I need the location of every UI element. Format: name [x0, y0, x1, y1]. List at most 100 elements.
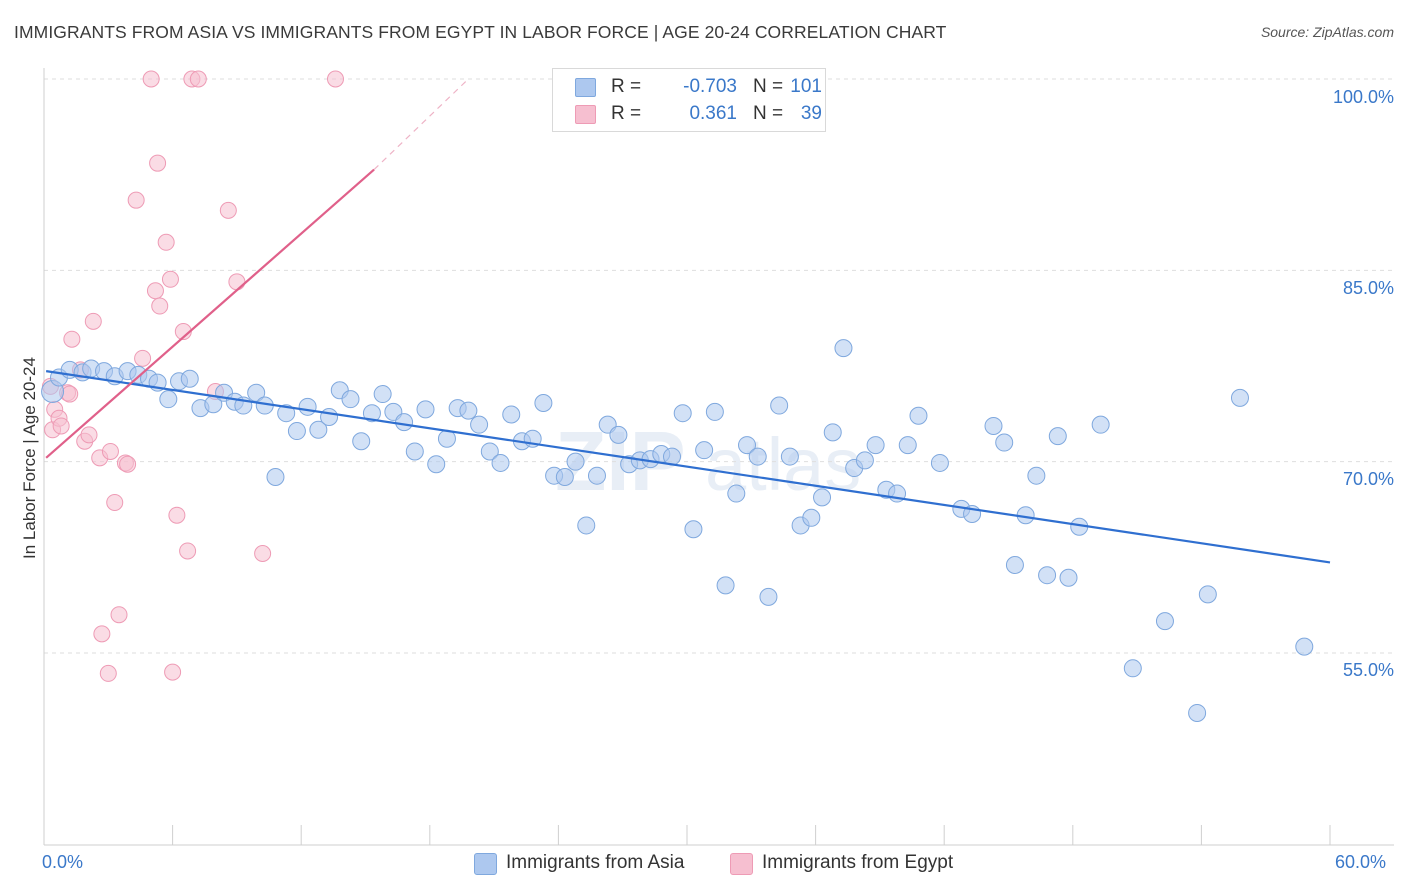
asia-point: [1005, 555, 1024, 574]
asia-point: [716, 576, 735, 595]
asia-point: [320, 408, 339, 427]
egypt-swatch: [575, 105, 596, 124]
asia-point: [180, 369, 199, 388]
asia-point: [802, 508, 821, 527]
egypt-point: [179, 542, 197, 560]
asia-point: [1038, 566, 1057, 585]
asia-point: [416, 400, 435, 419]
asia-point: [1048, 427, 1067, 446]
asia-point: [770, 396, 789, 415]
egypt-point: [161, 270, 179, 288]
asia-point: [738, 436, 757, 455]
egypt-point: [149, 154, 167, 172]
asia-point: [1059, 568, 1078, 587]
asia-point: [823, 423, 842, 442]
egypt-point: [146, 282, 164, 300]
asia-point: [995, 433, 1014, 452]
asia-n-label: N =: [753, 76, 784, 97]
egypt-n-value: 39: [800, 103, 822, 124]
egypt-legend-swatch: [730, 853, 753, 875]
egypt-point: [80, 426, 98, 444]
egypt-point: [157, 233, 175, 251]
asia-point: [502, 405, 521, 424]
egypt-point: [52, 417, 70, 435]
egypt-point: [326, 70, 344, 88]
asia-point: [587, 466, 606, 485]
asia-point: [609, 425, 628, 444]
x-tick-label-max: 60.0%: [1335, 852, 1387, 872]
asia-point: [1295, 637, 1314, 656]
asia-point: [759, 587, 778, 606]
asia-point: [748, 447, 767, 466]
asia-point: [555, 467, 574, 486]
asia-point: [695, 441, 714, 460]
egypt-point: [93, 625, 111, 643]
asia-point: [470, 415, 489, 434]
asia-trend-line: [45, 370, 1331, 564]
asia-point: [1155, 612, 1174, 631]
y-tick-label: 85.0%: [1342, 278, 1394, 298]
asia-point: [491, 453, 510, 472]
asia-legend-swatch: [474, 853, 497, 875]
asia-point: [727, 484, 746, 503]
egypt-point: [63, 330, 81, 348]
asia-point: [373, 385, 392, 404]
asia-point: [930, 453, 949, 472]
asia-point: [362, 404, 381, 423]
asia-point: [1027, 466, 1046, 485]
asia-swatch: [575, 78, 596, 97]
egypt-r-value: 0.361: [689, 103, 737, 124]
asia-point: [898, 436, 917, 455]
asia-point: [1230, 388, 1249, 407]
egypt-point: [189, 70, 207, 88]
egypt-point: [254, 545, 272, 563]
asia-point: [1091, 415, 1110, 434]
asia-n-value: 101: [790, 76, 822, 97]
asia-point: [395, 413, 414, 432]
asia-point: [866, 436, 885, 455]
asia-point: [298, 397, 317, 416]
egypt-point: [168, 506, 186, 524]
asia-point: [577, 516, 596, 535]
egypt-point: [119, 455, 137, 473]
egypt-legend-label: Immigrants from Egypt: [762, 852, 954, 873]
egypt-trend-line: [45, 168, 375, 459]
asia-r-value: -0.703: [683, 76, 737, 97]
asia-point: [277, 404, 296, 423]
asia-point: [566, 452, 585, 471]
asia-point: [309, 420, 328, 439]
egypt-point: [164, 663, 182, 681]
egypt-point: [110, 606, 128, 624]
egypt-n-label: N =: [753, 103, 784, 124]
asia-point: [1123, 659, 1142, 678]
asia-point: [909, 406, 928, 425]
asia-r-label: R =: [611, 76, 642, 97]
asia-point: [834, 339, 853, 358]
egypt-trend-extension: [373, 78, 469, 170]
asia-point: [405, 442, 424, 461]
chart-title: IMMIGRANTS FROM ASIA VS IMMIGRANTS FROM …: [14, 22, 947, 42]
egypt-point: [106, 493, 124, 511]
egypt-point: [127, 191, 145, 209]
stats-legend: R = -0.703 N = 101 R = 0.361 N = 39: [552, 68, 826, 132]
asia-point: [287, 422, 306, 441]
asia-point: [855, 451, 874, 470]
y-tick-label: 100.0%: [1332, 87, 1394, 107]
asia-point: [813, 488, 832, 507]
asia-point: [247, 383, 266, 402]
egypt-point: [151, 297, 169, 315]
asia-point: [459, 401, 478, 420]
source-credit: Source: ZipAtlas.com: [1260, 24, 1394, 40]
asia-point: [984, 416, 1003, 435]
egypt-point: [219, 201, 237, 219]
asia-point: [427, 455, 446, 474]
asia-point: [1198, 585, 1217, 604]
asia-point: [266, 467, 285, 486]
asia-point: [352, 432, 371, 451]
x-tick-label-min: 0.0%: [42, 852, 84, 872]
egypt-r-label: R =: [611, 103, 642, 124]
egypt-point: [99, 664, 117, 682]
asia-legend-label: Immigrants from Asia: [506, 852, 685, 873]
asia-point: [780, 447, 799, 466]
